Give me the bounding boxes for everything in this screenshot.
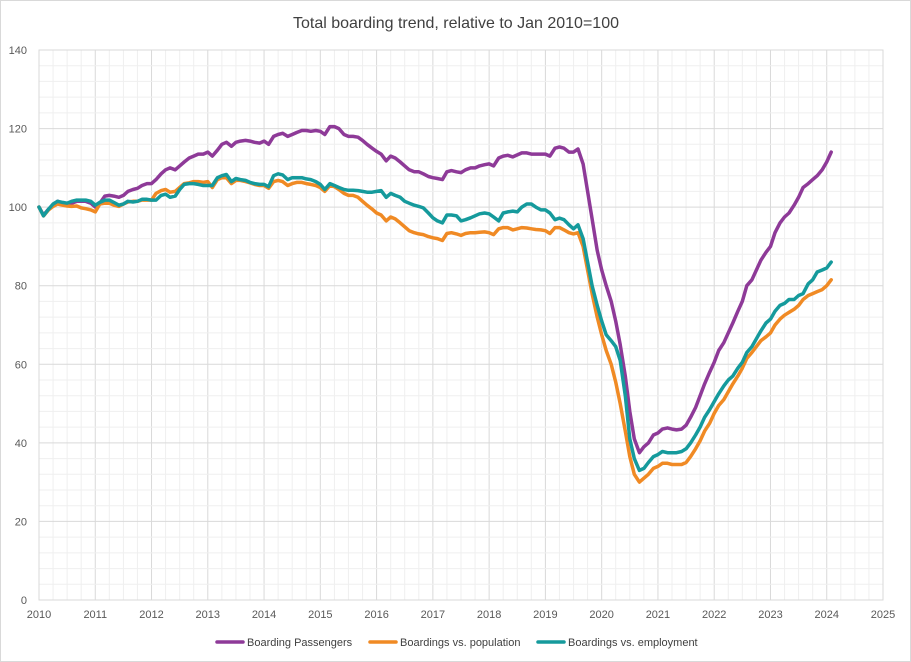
y-tick-label: 120: [9, 124, 27, 136]
y-tick-label: 0: [21, 595, 27, 607]
x-tick-label: 2013: [196, 609, 220, 621]
plot-area-border: [38, 49, 884, 601]
x-tick-label: 2022: [702, 609, 726, 621]
x-tick-label: 2019: [533, 609, 557, 621]
x-tick-label: 2016: [364, 609, 388, 621]
x-tick-label: 2010: [27, 609, 51, 621]
chart-title: Total boarding trend, relative to Jan 20…: [293, 15, 619, 32]
legend-item: Boardings vs. population: [368, 637, 520, 649]
legend-label: Boarding Passengers: [247, 637, 353, 649]
x-tick-label: 2020: [589, 609, 613, 621]
legend: Boarding Passengers Boardings vs. populat…: [215, 637, 698, 649]
series-line-2: [37, 175, 833, 484]
series-lines: [37, 124, 833, 484]
y-tick-label: 80: [15, 281, 27, 293]
y-tick-label: 60: [15, 359, 27, 371]
x-tick-label: 2023: [758, 609, 782, 621]
legend-item: Boarding Passengers: [215, 637, 353, 649]
x-tick-label: 2024: [814, 609, 838, 621]
x-tick-label: 2018: [477, 609, 501, 621]
x-tick-label: 2017: [421, 609, 445, 621]
x-tick-label: 2012: [139, 609, 163, 621]
legend-label: Boardings vs. population: [400, 637, 520, 649]
axes: 2010 2011 2012 2013 2014 2015 2016 2017 2018 2019…: [9, 45, 896, 621]
legend-label: Boardings vs. employment: [568, 637, 698, 649]
x-tick-label: 2025: [871, 609, 895, 621]
y-tick-label: 20: [15, 516, 27, 528]
y-tick-label: 140: [9, 45, 27, 57]
x-tick-label: 2014: [252, 609, 276, 621]
legend-item: Boardings vs. employment: [536, 637, 698, 649]
y-tick-label: 40: [15, 438, 27, 450]
gridlines: [38, 49, 884, 601]
series-line-1: [37, 124, 833, 455]
x-tick-label: 2011: [83, 609, 107, 621]
y-tick-label: 100: [9, 202, 27, 214]
series-line-3: [37, 172, 833, 473]
x-tick-label: 2021: [646, 609, 670, 621]
x-tick-label: 2015: [308, 609, 332, 621]
